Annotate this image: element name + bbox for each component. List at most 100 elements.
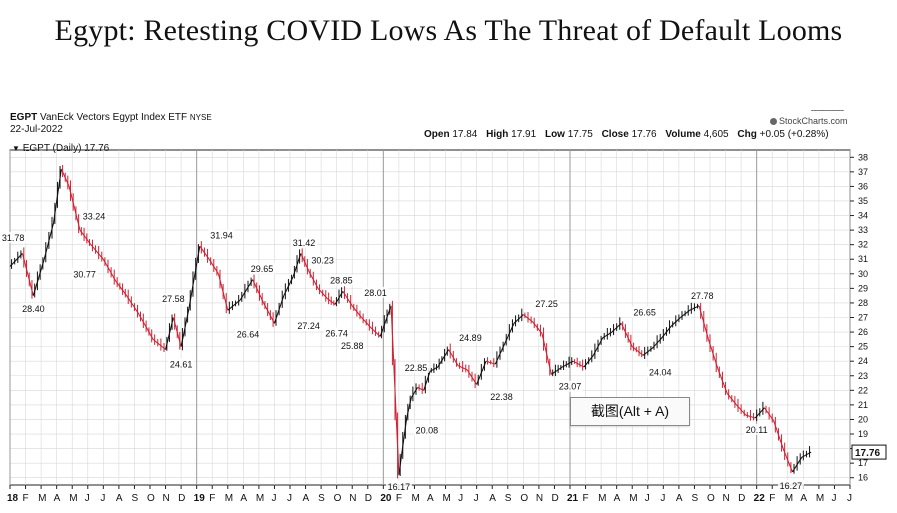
x-tick-label: 19 — [194, 493, 206, 504]
price-segment — [158, 344, 163, 348]
x-tick-label: M — [225, 493, 233, 504]
price-segment — [221, 285, 226, 299]
price-segment — [43, 246, 48, 260]
price-segment — [311, 276, 316, 283]
price-segment — [770, 416, 775, 422]
x-tick-label: O — [707, 493, 715, 504]
x-tick-label: M — [816, 493, 824, 504]
price-chart: 16 17 18 19 20 21 22 23 24 25 26 27 28 29 30 31 32 33 34 35… — [0, 110, 887, 504]
price-segment — [751, 416, 756, 419]
price-segment — [364, 320, 369, 325]
last-price-box — [851, 444, 887, 460]
price-segment — [126, 295, 131, 301]
price-segment — [38, 268, 43, 278]
annotation-bg — [385, 481, 412, 493]
price-segment — [608, 331, 613, 335]
y-axis: 1617181920212223242526272829303132333435… — [850, 152, 868, 483]
price-segment — [492, 362, 496, 365]
source-name: StockCharts.com — [779, 116, 848, 126]
price-segment — [739, 407, 744, 413]
price-segment — [27, 274, 32, 286]
x-tick-label: 20 — [380, 493, 392, 504]
price-segment — [354, 309, 359, 314]
annotation-bg — [557, 380, 583, 392]
price-segment — [448, 349, 453, 356]
price-segment — [79, 229, 84, 235]
x-tick-label: M — [629, 493, 637, 504]
x-tick-label: J — [660, 493, 665, 504]
price-segment — [701, 316, 706, 329]
price-segment — [629, 340, 633, 347]
y-tick-label: 34 — [858, 211, 868, 221]
price-segment — [403, 417, 408, 438]
price-annotation: 16.17 — [388, 482, 411, 492]
price-segment — [451, 354, 456, 361]
price-segment — [406, 407, 410, 419]
price-segment — [55, 186, 60, 205]
annotation-bg — [457, 332, 484, 344]
price-segment — [583, 362, 588, 368]
x-tick-label: A — [303, 493, 310, 504]
y-tick-label: 22 — [858, 385, 868, 395]
volume-label: Volume — [665, 129, 701, 140]
price-segment — [286, 282, 291, 290]
price-segment — [297, 253, 302, 262]
price-segment — [559, 366, 563, 370]
price-segment — [655, 340, 660, 346]
price-segment — [551, 372, 555, 375]
price-segment — [553, 370, 558, 373]
y-tick-label: 20 — [858, 414, 868, 424]
y-tick-label: 23 — [858, 371, 868, 381]
price-segment — [732, 400, 737, 406]
y-tick-label: 29 — [858, 283, 868, 293]
price-segment — [788, 463, 793, 473]
price-segment — [711, 348, 716, 359]
price-segment — [398, 455, 403, 475]
price-segment — [460, 366, 465, 369]
price-annotation: 26.64 — [237, 330, 260, 340]
x-tick-label: N — [163, 493, 170, 504]
open-label: Open — [424, 129, 450, 140]
price-segment — [87, 240, 92, 246]
price-segment — [497, 350, 503, 358]
price-segment — [776, 429, 781, 440]
price-annotation: 31.42 — [293, 238, 316, 248]
price-segment — [300, 253, 304, 260]
y-tick-label: 19 — [858, 429, 868, 439]
price-segment — [305, 264, 310, 272]
price-segment — [779, 439, 784, 449]
y-tick-label: 32 — [858, 240, 868, 250]
x-tick-label: M — [411, 493, 419, 504]
price-segment — [135, 309, 140, 315]
x-tick-label: A — [800, 493, 807, 504]
price-annotation: 22.38 — [490, 392, 513, 402]
annotation-bg — [20, 303, 47, 315]
price-segment — [351, 305, 356, 311]
price-segment — [283, 289, 288, 296]
price-segment — [58, 168, 62, 187]
price-segment — [581, 365, 585, 368]
exchange: NYSE — [189, 113, 212, 122]
x-tick-label: O — [520, 493, 528, 504]
price-segment — [342, 290, 347, 297]
price-segment — [664, 329, 669, 335]
price-segment — [532, 321, 537, 327]
y-tick-label: 30 — [858, 269, 868, 279]
price-annotation: 20.11 — [746, 425, 768, 435]
price-segment — [634, 348, 639, 352]
price-segment — [180, 333, 185, 347]
price-segment — [611, 328, 616, 333]
price-segment — [292, 268, 297, 277]
price-segment — [202, 250, 207, 256]
x-tick-label: J — [458, 493, 463, 504]
price-segment — [327, 298, 331, 301]
price-segment — [227, 307, 232, 311]
x-tick-label: 21 — [567, 493, 579, 504]
price-segment — [105, 264, 111, 271]
price-segment — [268, 312, 273, 319]
price-segment — [454, 359, 459, 366]
annotation-bg — [291, 237, 317, 249]
price-annotation: 29.65 — [251, 264, 274, 274]
price-segment — [754, 414, 759, 419]
price-segment — [623, 328, 628, 336]
